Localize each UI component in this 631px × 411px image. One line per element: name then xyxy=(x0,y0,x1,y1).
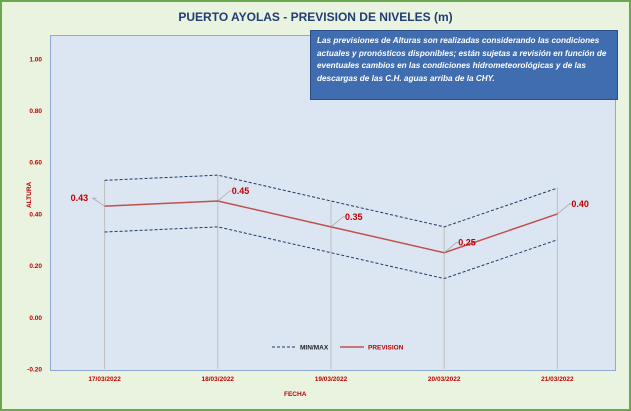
x-tick-label-0: 17/03/2022 xyxy=(88,376,121,383)
data-label-2: 0.35 xyxy=(345,212,363,222)
data-label-leader-2 xyxy=(330,216,345,228)
y-tick-label-2: 0.20 xyxy=(29,263,42,270)
y-tick-label-3: 0.40 xyxy=(29,211,42,218)
min-series-line xyxy=(104,226,558,280)
data-label-0: 0.43 xyxy=(71,193,89,203)
x-axis-label: FECHA xyxy=(284,391,307,398)
x-tick-label-4: 21/03/2022 xyxy=(541,376,574,383)
y-tick-label-6: 1.00 xyxy=(29,56,42,63)
y-tick-label-5: 0.80 xyxy=(29,108,42,115)
legend-prevision-label: PREVISION xyxy=(368,345,404,352)
data-label-leader-4 xyxy=(557,203,572,215)
y-tick-label-0: -0.20 xyxy=(27,367,42,374)
y-tick-label-1: 0.00 xyxy=(29,315,42,322)
max-series-line xyxy=(104,174,558,228)
data-label-leader-0 xyxy=(91,197,105,207)
x-tick-label-3: 20/03/2022 xyxy=(428,376,461,383)
data-label-leader-1 xyxy=(217,190,232,202)
x-tick-label-1: 18/03/2022 xyxy=(202,376,235,383)
chart-title: PUERTO AYOLAS - PREVISION DE NIVELES (m) xyxy=(178,10,453,24)
data-label-4: 0.40 xyxy=(571,199,589,209)
legend-minmax-label: MIN/MAX xyxy=(300,345,329,352)
data-label-3: 0.25 xyxy=(458,238,476,248)
y-tick-label-4: 0.60 xyxy=(29,160,42,167)
data-label-leader-3 xyxy=(443,242,459,253)
forecast-disclaimer-note: Las previsiones de Alturas son realizada… xyxy=(310,30,618,100)
data-label-1: 0.45 xyxy=(232,186,250,196)
x-tick-label-2: 19/03/2022 xyxy=(315,376,348,383)
